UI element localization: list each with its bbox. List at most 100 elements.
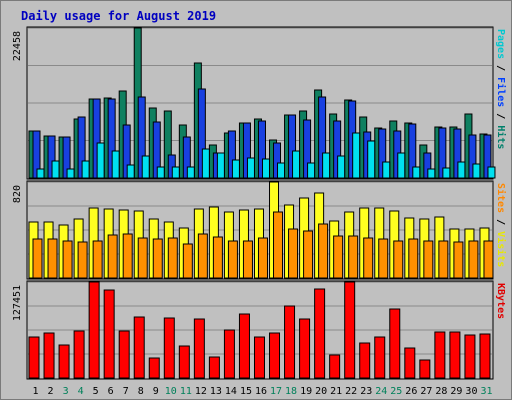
bar-pages-16 xyxy=(261,158,270,179)
bar-sites-28 xyxy=(438,240,449,279)
bar-pages-24 xyxy=(382,161,391,179)
bar-pages-31 xyxy=(487,166,496,179)
legend-visits: Sites / Visits xyxy=(495,183,507,267)
x-tick-label-16: 16 xyxy=(255,386,267,397)
bar-pages-13 xyxy=(216,152,225,179)
bar-sites-25 xyxy=(393,240,404,279)
x-tick-label-1: 1 xyxy=(33,386,39,397)
bar-pages-25 xyxy=(397,152,406,179)
series-pages xyxy=(36,132,496,179)
bar-kbytes-31 xyxy=(479,333,491,379)
bar-kbytes-15 xyxy=(238,313,250,379)
x-tick-label-31: 31 xyxy=(480,386,492,397)
legend-part: KBytes xyxy=(495,283,506,319)
bar-sites-13 xyxy=(212,236,223,279)
bar-pages-23 xyxy=(367,140,376,179)
x-tick-label-18: 18 xyxy=(285,386,297,397)
x-tick-label-9: 9 xyxy=(153,386,159,397)
y-max-label-visits: 820 xyxy=(12,185,23,203)
bar-kbytes-20 xyxy=(314,288,326,379)
bar-sites-2 xyxy=(47,238,58,279)
legend-hits: Pages / Files / Hits xyxy=(495,29,507,149)
bar-pages-1 xyxy=(36,168,45,179)
bar-sites-9 xyxy=(152,238,163,279)
x-tick-label-15: 15 xyxy=(240,386,252,397)
bar-sites-30 xyxy=(468,240,479,279)
bar-sites-6 xyxy=(107,234,118,279)
bar-kbytes-3 xyxy=(58,344,70,379)
bar-sites-29 xyxy=(453,241,464,279)
bar-kbytes-12 xyxy=(193,318,205,379)
bar-pages-27 xyxy=(427,168,436,179)
bar-kbytes-19 xyxy=(299,318,311,379)
x-tick-label-19: 19 xyxy=(300,386,312,397)
x-tick-label-23: 23 xyxy=(360,386,372,397)
bar-sites-11 xyxy=(182,243,193,279)
x-tick-label-7: 7 xyxy=(123,386,129,397)
bar-sites-8 xyxy=(137,237,148,279)
x-tick-label-21: 21 xyxy=(330,386,342,397)
legend-part: / xyxy=(495,213,506,231)
x-tick-label-2: 2 xyxy=(48,386,54,397)
bar-kbytes-22 xyxy=(344,281,356,379)
bar-kbytes-7 xyxy=(118,330,130,379)
legend-part: Pages xyxy=(495,29,506,59)
legend-kbytes: KBytes xyxy=(495,283,506,319)
bar-kbytes-13 xyxy=(208,356,220,379)
bar-sites-20 xyxy=(318,223,329,279)
bar-sites-19 xyxy=(303,230,314,279)
bar-kbytes-4 xyxy=(73,330,85,379)
bar-kbytes-29 xyxy=(449,331,461,379)
bar-kbytes-25 xyxy=(389,308,401,379)
bar-pages-15 xyxy=(246,157,255,179)
legend-part: Files xyxy=(495,77,507,107)
bar-pages-28 xyxy=(442,167,451,179)
x-tick-label-27: 27 xyxy=(420,386,432,397)
bar-pages-19 xyxy=(307,162,316,179)
x-tick-label-17: 17 xyxy=(270,386,282,397)
bar-kbytes-17 xyxy=(269,332,281,379)
bar-pages-4 xyxy=(81,160,90,179)
bar-pages-26 xyxy=(412,166,421,179)
bar-kbytes-10 xyxy=(163,317,175,379)
x-tick-label-8: 8 xyxy=(138,386,144,397)
x-tick-label-12: 12 xyxy=(195,386,207,397)
chart-panels: 22458 Pages / Files / Hits 820 Sites / Visi… xyxy=(12,26,507,380)
bar-pages-3 xyxy=(66,168,75,179)
bar-kbytes-23 xyxy=(359,342,371,379)
x-tick-label-3: 3 xyxy=(63,386,69,397)
bar-pages-5 xyxy=(96,142,105,179)
bar-sites-15 xyxy=(242,240,253,279)
bar-sites-26 xyxy=(408,238,419,279)
y-max-label-hits: 22458 xyxy=(12,31,23,61)
bar-sites-7 xyxy=(122,233,133,279)
x-tick-label-24: 24 xyxy=(375,386,387,397)
bar-sites-17 xyxy=(273,211,284,279)
series-kbytes xyxy=(28,281,491,379)
bar-kbytes-27 xyxy=(419,359,431,379)
x-tick-label-5: 5 xyxy=(93,386,99,397)
x-tick-label-10: 10 xyxy=(165,386,177,397)
bar-kbytes-9 xyxy=(148,357,160,379)
bar-sites-23 xyxy=(363,237,374,279)
bar-sites-16 xyxy=(257,237,268,279)
bar-kbytes-5 xyxy=(88,281,100,379)
bar-pages-2 xyxy=(51,160,60,179)
bar-pages-11 xyxy=(186,166,195,179)
bar-pages-30 xyxy=(472,163,481,179)
legend-part: / xyxy=(495,107,506,125)
x-tick-label-14: 14 xyxy=(225,386,237,397)
bar-pages-17 xyxy=(277,162,286,179)
bar-kbytes-18 xyxy=(284,305,296,379)
x-tick-label-28: 28 xyxy=(435,386,447,397)
x-tick-label-20: 20 xyxy=(315,386,327,397)
bar-pages-29 xyxy=(457,161,466,179)
bar-pages-9 xyxy=(156,166,165,179)
chart-title: Daily usage for August 2019 xyxy=(21,9,216,23)
x-axis: 1 2 3 4 5 6 7 8 9 10 11 12 13 14 15 16 17 18 19 20 21 22 23 24 2… xyxy=(33,386,493,397)
bar-sites-27 xyxy=(423,240,434,279)
legend-part: Hits xyxy=(495,125,507,149)
y-max-label-kbytes: 127451 xyxy=(12,285,23,321)
